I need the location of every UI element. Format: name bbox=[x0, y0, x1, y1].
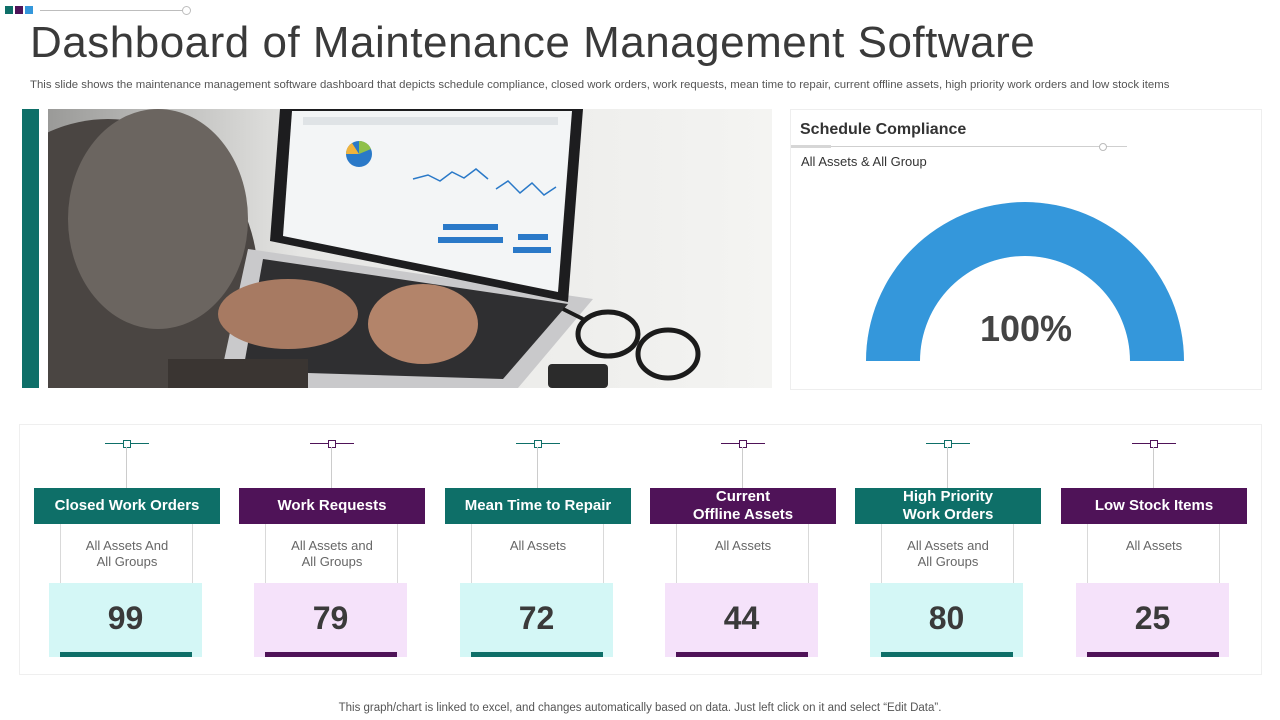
kpi-value-box bbox=[460, 583, 613, 657]
kpi-scope: All Assets And All Groups bbox=[85, 538, 169, 569]
kpi-value-box bbox=[254, 583, 407, 657]
kpi-value: 80 bbox=[928, 600, 965, 636]
kpi-value-box bbox=[1076, 583, 1229, 657]
kpi-underline bbox=[471, 652, 603, 657]
gauge-value: 100% bbox=[979, 308, 1073, 349]
kpi-value-box bbox=[49, 583, 202, 657]
title-underline bbox=[831, 146, 1127, 147]
kpi-title: Current Offline Assets bbox=[650, 488, 836, 524]
kpi-title: Mean Time to Repair bbox=[445, 488, 631, 524]
kpi-title: Low Stock Items bbox=[1061, 488, 1247, 524]
connector-stem bbox=[537, 447, 538, 488]
kpi-underline bbox=[676, 652, 808, 657]
page-title: Dashboard of Maintenance Management Soft… bbox=[30, 18, 1036, 67]
kpi-value: 99 bbox=[107, 600, 144, 636]
kpi-value-box bbox=[665, 583, 818, 657]
kpi-title: Work Requests bbox=[239, 488, 425, 524]
kpi-scope: All Assets bbox=[509, 538, 567, 553]
connector-node bbox=[1150, 440, 1158, 448]
decorative-dot bbox=[182, 6, 191, 15]
kpi-underline bbox=[265, 652, 397, 657]
kpi-card: Current Offline Assets All Assets 44 bbox=[650, 425, 836, 674]
connector-stem bbox=[947, 447, 948, 488]
schedule-compliance-scope: All Assets & All Group bbox=[801, 154, 927, 169]
kpi-card: Mean Time to Repair All Assets 72 bbox=[445, 425, 631, 674]
kpi-scope: All Assets and All Groups bbox=[907, 538, 989, 569]
kpi-scope: All Assets and All Groups bbox=[291, 538, 373, 569]
decorative-squares bbox=[5, 6, 33, 14]
connector-stem bbox=[742, 447, 743, 488]
deco-square-purple bbox=[15, 6, 23, 14]
deco-square-blue bbox=[25, 6, 33, 14]
connector-node bbox=[739, 440, 747, 448]
title-underline-accent bbox=[791, 145, 831, 148]
kpi-value: 79 bbox=[312, 600, 349, 636]
gauge-fill bbox=[866, 202, 1184, 361]
schedule-compliance-title: Schedule Compliance bbox=[800, 121, 967, 138]
kpi-title: High Priority Work Orders bbox=[855, 488, 1041, 524]
kpi-underline bbox=[60, 652, 192, 657]
kpi-card: High Priority Work Orders All Assets and… bbox=[855, 425, 1041, 674]
connector-node bbox=[328, 440, 336, 448]
kpi-value: 44 bbox=[723, 600, 760, 636]
kpi-underline bbox=[1087, 652, 1219, 657]
footer-note: This graph/chart is linked to excel, and… bbox=[338, 702, 942, 714]
kpi-panel: Closed Work Orders All Assets And All Gr… bbox=[19, 424, 1262, 675]
kpi-title: Closed Work Orders bbox=[34, 488, 220, 524]
connector-node bbox=[123, 440, 131, 448]
kpi-scope: All Assets bbox=[1125, 538, 1183, 553]
laptop-photo bbox=[48, 109, 772, 388]
connector-node bbox=[944, 440, 952, 448]
schedule-compliance-card: Schedule Compliance All Assets & All Gro… bbox=[790, 109, 1262, 390]
connector-node bbox=[534, 440, 542, 448]
title-underline-dot bbox=[1099, 143, 1107, 151]
kpi-card: Low Stock Items All Assets 25 bbox=[1061, 425, 1247, 674]
accent-bar bbox=[22, 109, 39, 388]
deco-square-teal bbox=[5, 6, 13, 14]
kpi-card: Work Requests All Assets and All Groups … bbox=[239, 425, 425, 674]
page-subtitle: This slide shows the maintenance managem… bbox=[30, 79, 1170, 91]
connector-stem bbox=[126, 447, 127, 488]
kpi-scope: All Assets bbox=[714, 538, 772, 553]
kpi-value: 25 bbox=[1134, 600, 1171, 636]
kpi-underline bbox=[881, 652, 1013, 657]
decorative-line bbox=[40, 10, 184, 11]
kpi-value: 72 bbox=[518, 600, 555, 636]
kpi-card: Closed Work Orders All Assets And All Gr… bbox=[34, 425, 220, 674]
kpi-value-box bbox=[870, 583, 1023, 657]
compliance-gauge bbox=[866, 202, 1184, 361]
connector-stem bbox=[331, 447, 332, 488]
connector-stem bbox=[1153, 447, 1154, 488]
